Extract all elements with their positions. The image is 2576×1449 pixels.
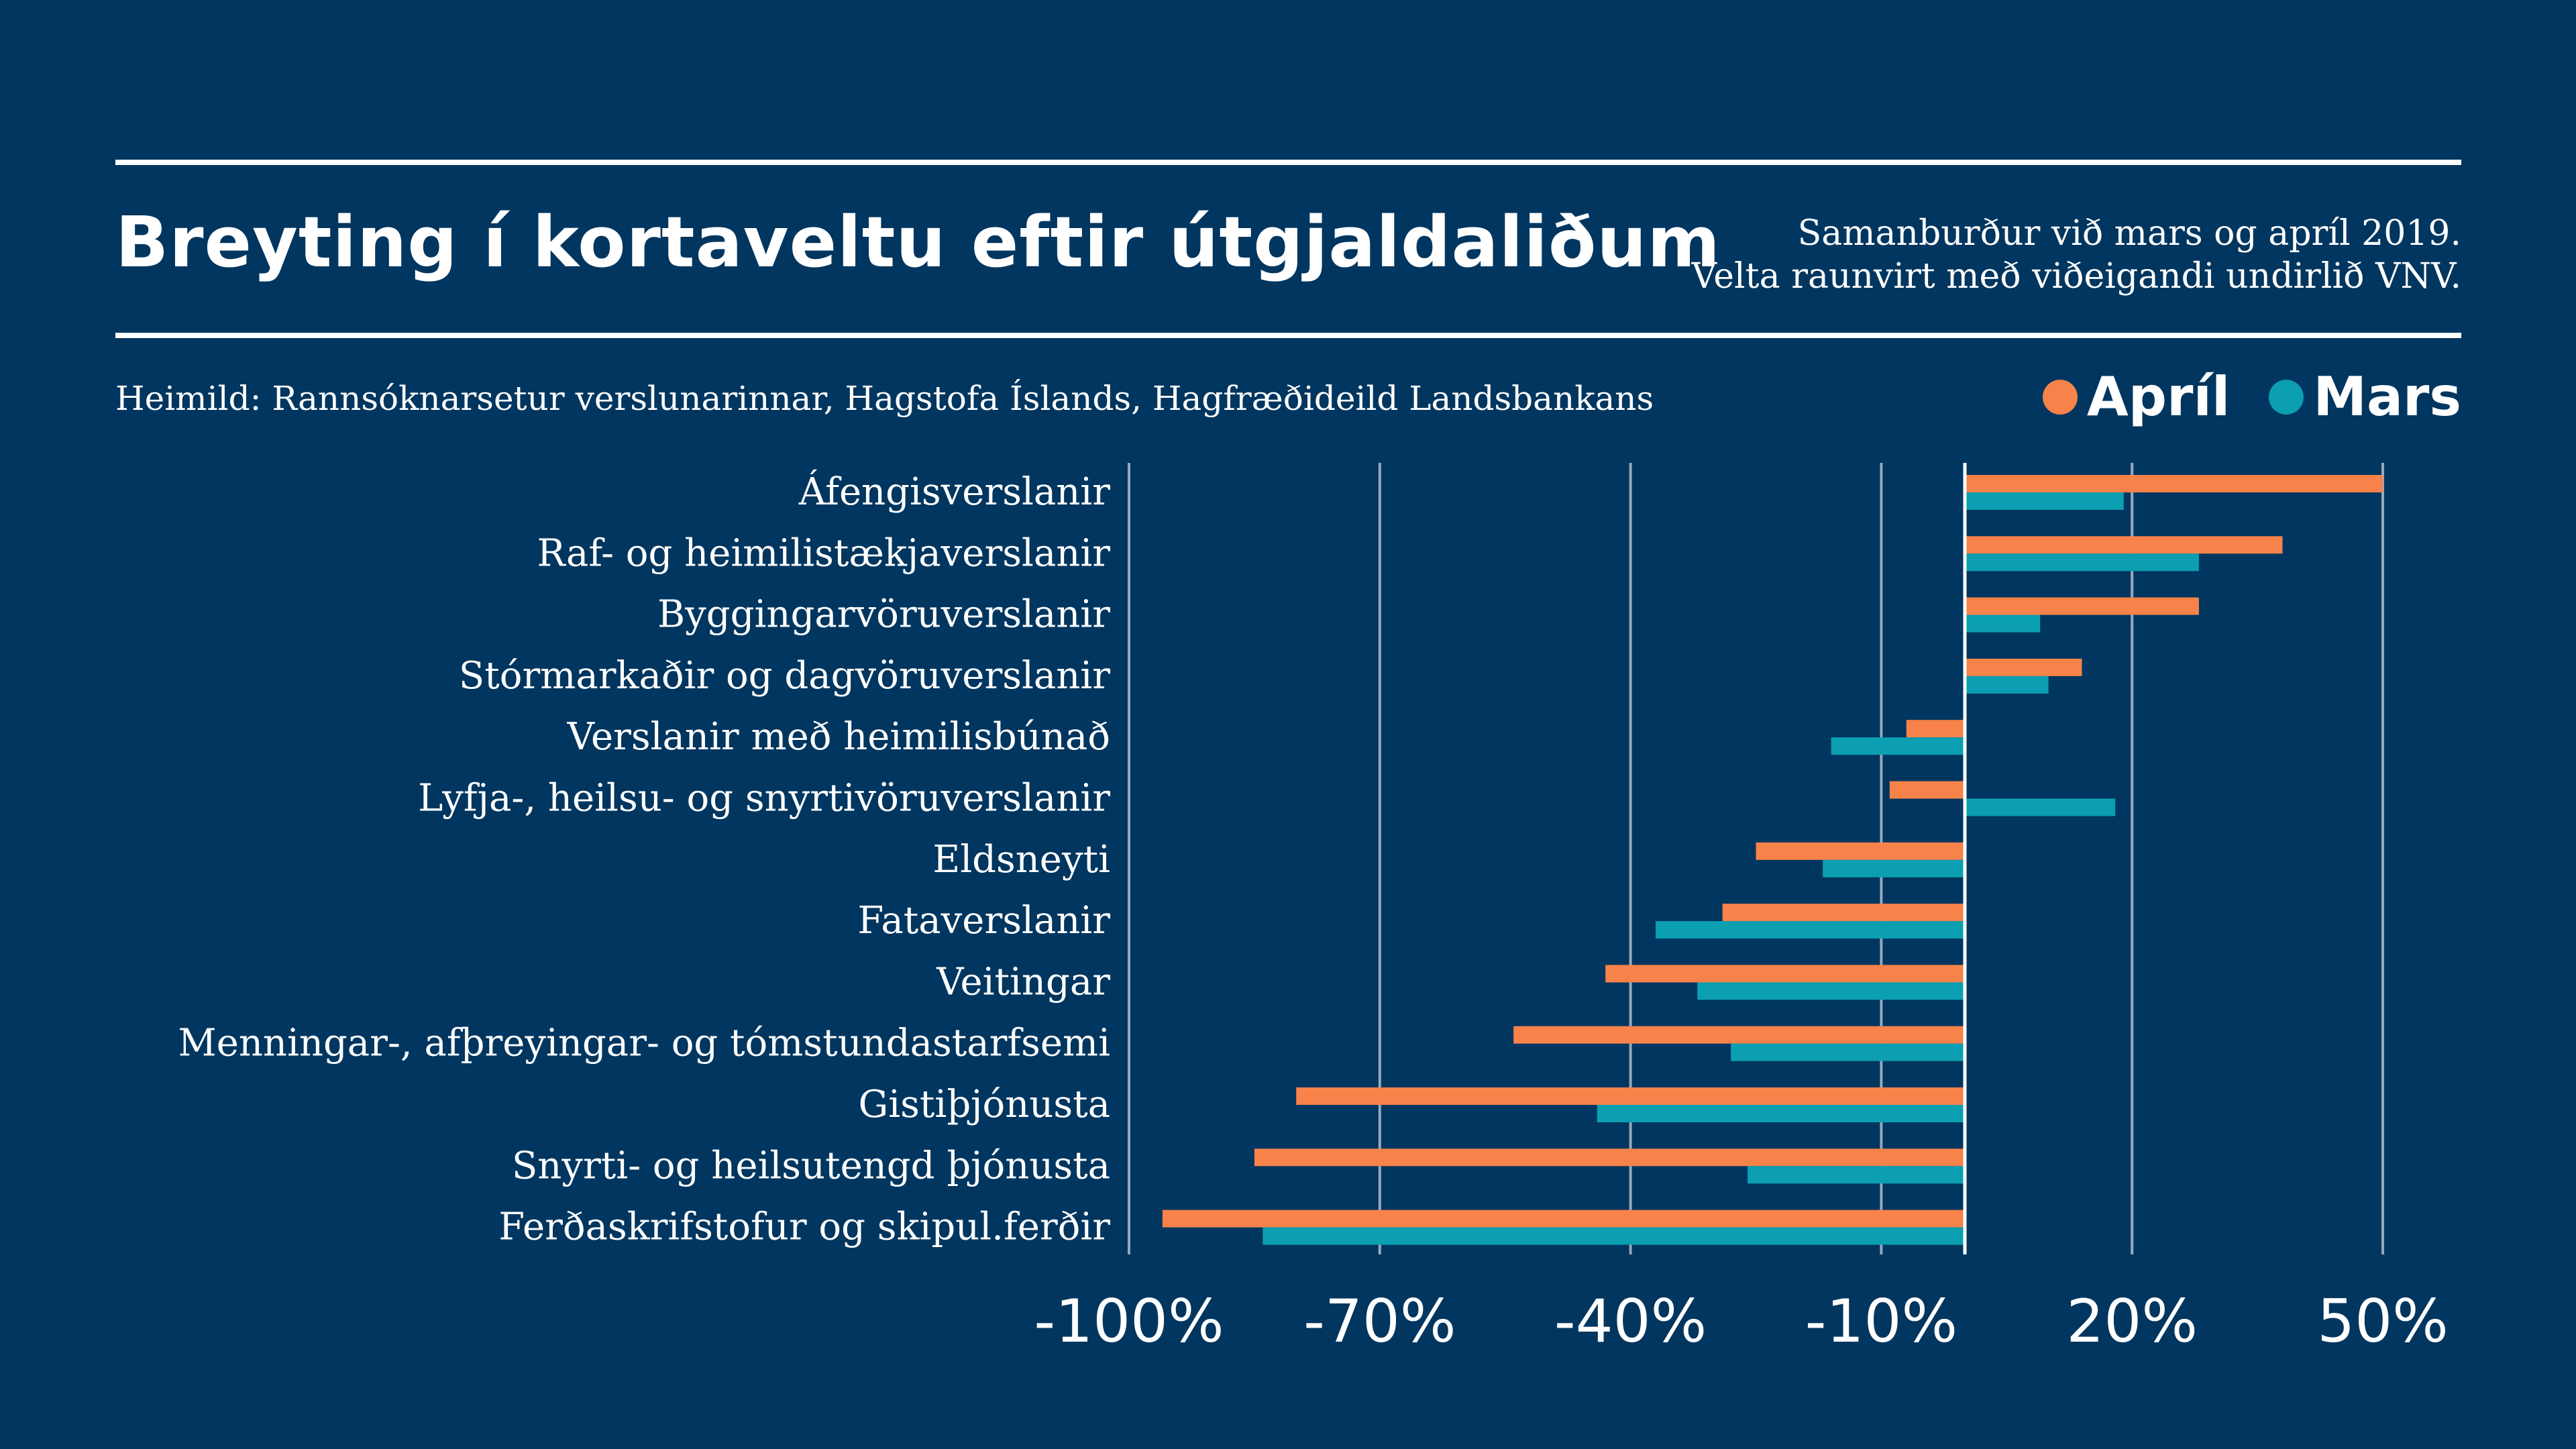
bar-april-6 — [1756, 842, 1965, 860]
subtitle-line-1: Samanburður við mars og apríl 2019. — [1797, 213, 2461, 254]
category-label-3: Stórmarkaðir og dagvöruverslanir — [459, 654, 1110, 698]
bar-april-7 — [1722, 904, 1965, 922]
chart-title: Breyting í kortaveltu eftir útgjaldaliðu… — [115, 201, 1721, 283]
bar-mars-7 — [1655, 921, 1965, 939]
chart-subtitle: Samanburður við mars og apríl 2019. Velt… — [1691, 212, 2461, 298]
x-tick-label-3: -10% — [1805, 1287, 1957, 1356]
bar-april-0 — [1965, 475, 2383, 492]
top-rule — [115, 160, 2461, 165]
bar-mars-9 — [1731, 1043, 1965, 1061]
category-label-6: Eldsneyti — [932, 838, 1110, 881]
x-tick-label-2: -40% — [1554, 1287, 1707, 1356]
bar-mars-3 — [1965, 676, 2049, 694]
bar-april-12 — [1162, 1210, 1965, 1228]
category-label-0: Áfengisverslanir — [798, 470, 1110, 514]
x-tick-label-4: 20% — [2066, 1287, 2198, 1356]
bar-mars-12 — [1263, 1227, 1965, 1245]
category-label-9: Menningar-, afþreyingar- og tómstundasta… — [178, 1022, 1110, 1065]
x-tick-label-0: -100% — [1034, 1287, 1224, 1356]
legend-swatch-mars — [2269, 379, 2304, 415]
bar-mars-6 — [1823, 859, 1965, 877]
category-label-1: Raf- og heimilistækjaverslanir — [537, 531, 1111, 575]
legend-label-april: Apríl — [2086, 366, 2231, 428]
bar-april-10 — [1296, 1087, 1965, 1105]
bar-mars-8 — [1697, 982, 1965, 1000]
subtitle-line-2: Velta raunvirt með viðeigandi undirlið V… — [1691, 256, 2461, 297]
bar-mars-1 — [1965, 553, 2199, 572]
category-label-7: Fataverslanir — [857, 899, 1110, 943]
bar-april-8 — [1605, 965, 1965, 983]
bar-mars-4 — [1831, 737, 1965, 755]
bar-april-11 — [1254, 1148, 1965, 1167]
legend-swatch-april — [2042, 379, 2078, 415]
x-tick-label-1: -70% — [1303, 1287, 1456, 1356]
category-label-11: Snyrti- og heilsutengd þjónusta — [512, 1144, 1110, 1187]
category-label-10: Gistiþjónusta — [859, 1083, 1110, 1126]
bar-april-3 — [1965, 658, 2082, 676]
x-tick-label-5: 50% — [2317, 1287, 2449, 1356]
bar-april-1 — [1965, 536, 2283, 554]
bar-april-2 — [1965, 597, 2199, 615]
bar-april-4 — [1906, 720, 1965, 738]
bar-mars-0 — [1965, 492, 2124, 510]
source-note: Heimild: Rannsóknarsetur verslunarinnar,… — [115, 379, 1654, 418]
bar-mars-2 — [1965, 614, 2041, 633]
bar-mars-11 — [1748, 1166, 1965, 1184]
category-label-2: Byggingarvöruverslanir — [657, 593, 1110, 637]
category-label-8: Veitingar — [936, 960, 1110, 1004]
legend-item-mars: Mars — [2269, 366, 2461, 428]
header-rule — [115, 333, 2461, 338]
category-label-4: Verslanir með heimilisbúnað — [567, 715, 1110, 759]
bar-mars-10 — [1597, 1105, 1965, 1122]
bar-mars-5 — [1965, 798, 2116, 816]
legend-item-april: Apríl — [2042, 366, 2231, 428]
legend: Apríl Mars — [2042, 366, 2461, 428]
bar-april-9 — [1513, 1026, 1965, 1044]
bar-april-5 — [1889, 781, 1965, 799]
category-label-12: Ferðaskrifstofur og skipul.ferðir — [498, 1205, 1110, 1249]
category-label-5: Lyfja-, heilsu- og snyrtivöruverslanir — [418, 777, 1110, 820]
legend-label-mars: Mars — [2313, 366, 2461, 428]
